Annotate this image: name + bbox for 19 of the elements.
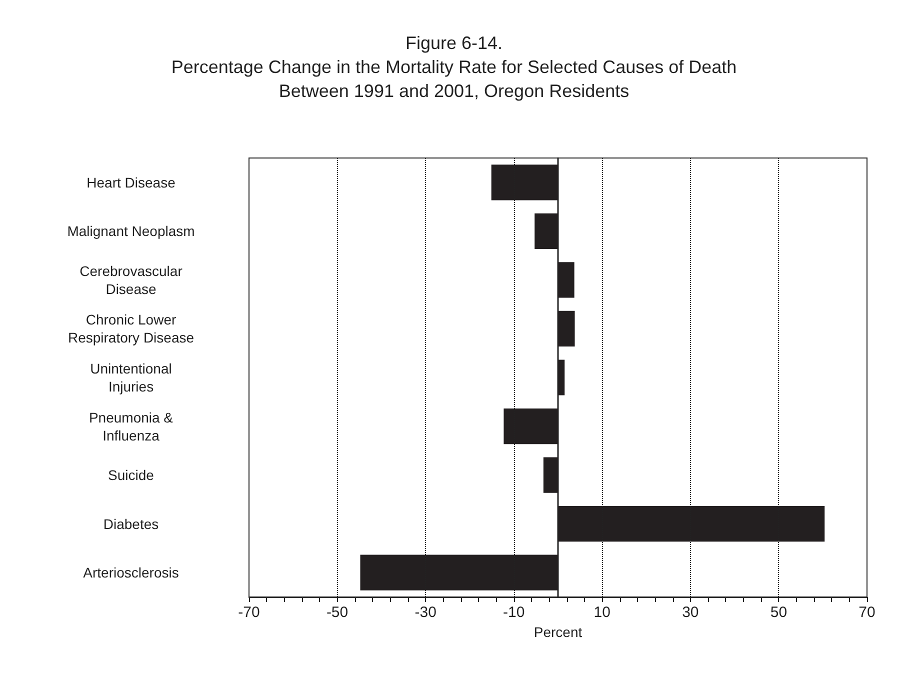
x-tick-label: -70	[238, 604, 260, 621]
y-tick-label: Arteriosclerosis	[83, 564, 179, 581]
y-tick-label: Diabetes	[103, 516, 159, 532]
x-tick-label: -50	[326, 604, 348, 621]
x-tick-label: 30	[682, 604, 699, 621]
y-tick-label: Heart Disease	[86, 174, 176, 190]
y-tick-label: Unintentional Injuries	[90, 360, 172, 394]
y-tick-label: Chronic Lower Respiratory Disease	[68, 312, 194, 346]
chart-title: Figure 6-14. Percentage Change in the Mortality Rate for Selected Causes of Death Between 1991 and 2001, Oregon Residents	[171, 33, 737, 101]
x-axis-title: Percent	[534, 624, 582, 640]
y-tick-label: Cerebrovascular Disease	[80, 262, 183, 297]
x-tick-label: 10	[594, 604, 610, 621]
y-tick-label: Pneumonia & Influenza	[88, 409, 174, 444]
x-tick-label: 70	[858, 604, 876, 621]
y-tick-label: Suicide	[108, 467, 154, 484]
x-tick-label: 50	[770, 604, 788, 621]
x-tick-label: -30	[414, 604, 436, 621]
x-tick-label: -10	[503, 604, 525, 621]
y-tick-label: Malignant Neoplasm	[67, 223, 195, 240]
